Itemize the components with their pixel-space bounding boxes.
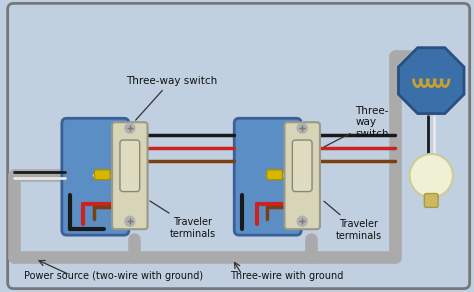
FancyBboxPatch shape: [292, 140, 312, 192]
FancyBboxPatch shape: [8, 4, 470, 288]
Text: Three-way switch: Three-way switch: [126, 76, 217, 120]
FancyBboxPatch shape: [62, 118, 129, 235]
Text: Three-
way
switch: Three- way switch: [324, 106, 389, 147]
FancyBboxPatch shape: [112, 122, 147, 229]
Text: Power source (two-wire with ground): Power source (two-wire with ground): [25, 271, 204, 281]
Circle shape: [297, 123, 307, 133]
Circle shape: [125, 216, 135, 226]
FancyBboxPatch shape: [424, 194, 438, 207]
FancyBboxPatch shape: [234, 118, 301, 235]
FancyBboxPatch shape: [267, 170, 283, 180]
FancyBboxPatch shape: [120, 140, 140, 192]
FancyBboxPatch shape: [94, 170, 110, 180]
FancyBboxPatch shape: [284, 122, 320, 229]
Polygon shape: [399, 48, 464, 114]
Circle shape: [125, 123, 135, 133]
Text: Three-wire with ground: Three-wire with ground: [230, 271, 343, 281]
Circle shape: [297, 216, 307, 226]
Circle shape: [410, 154, 453, 197]
Text: Traveler
terminals: Traveler terminals: [324, 201, 382, 241]
Text: Traveler
terminals: Traveler terminals: [150, 201, 216, 239]
